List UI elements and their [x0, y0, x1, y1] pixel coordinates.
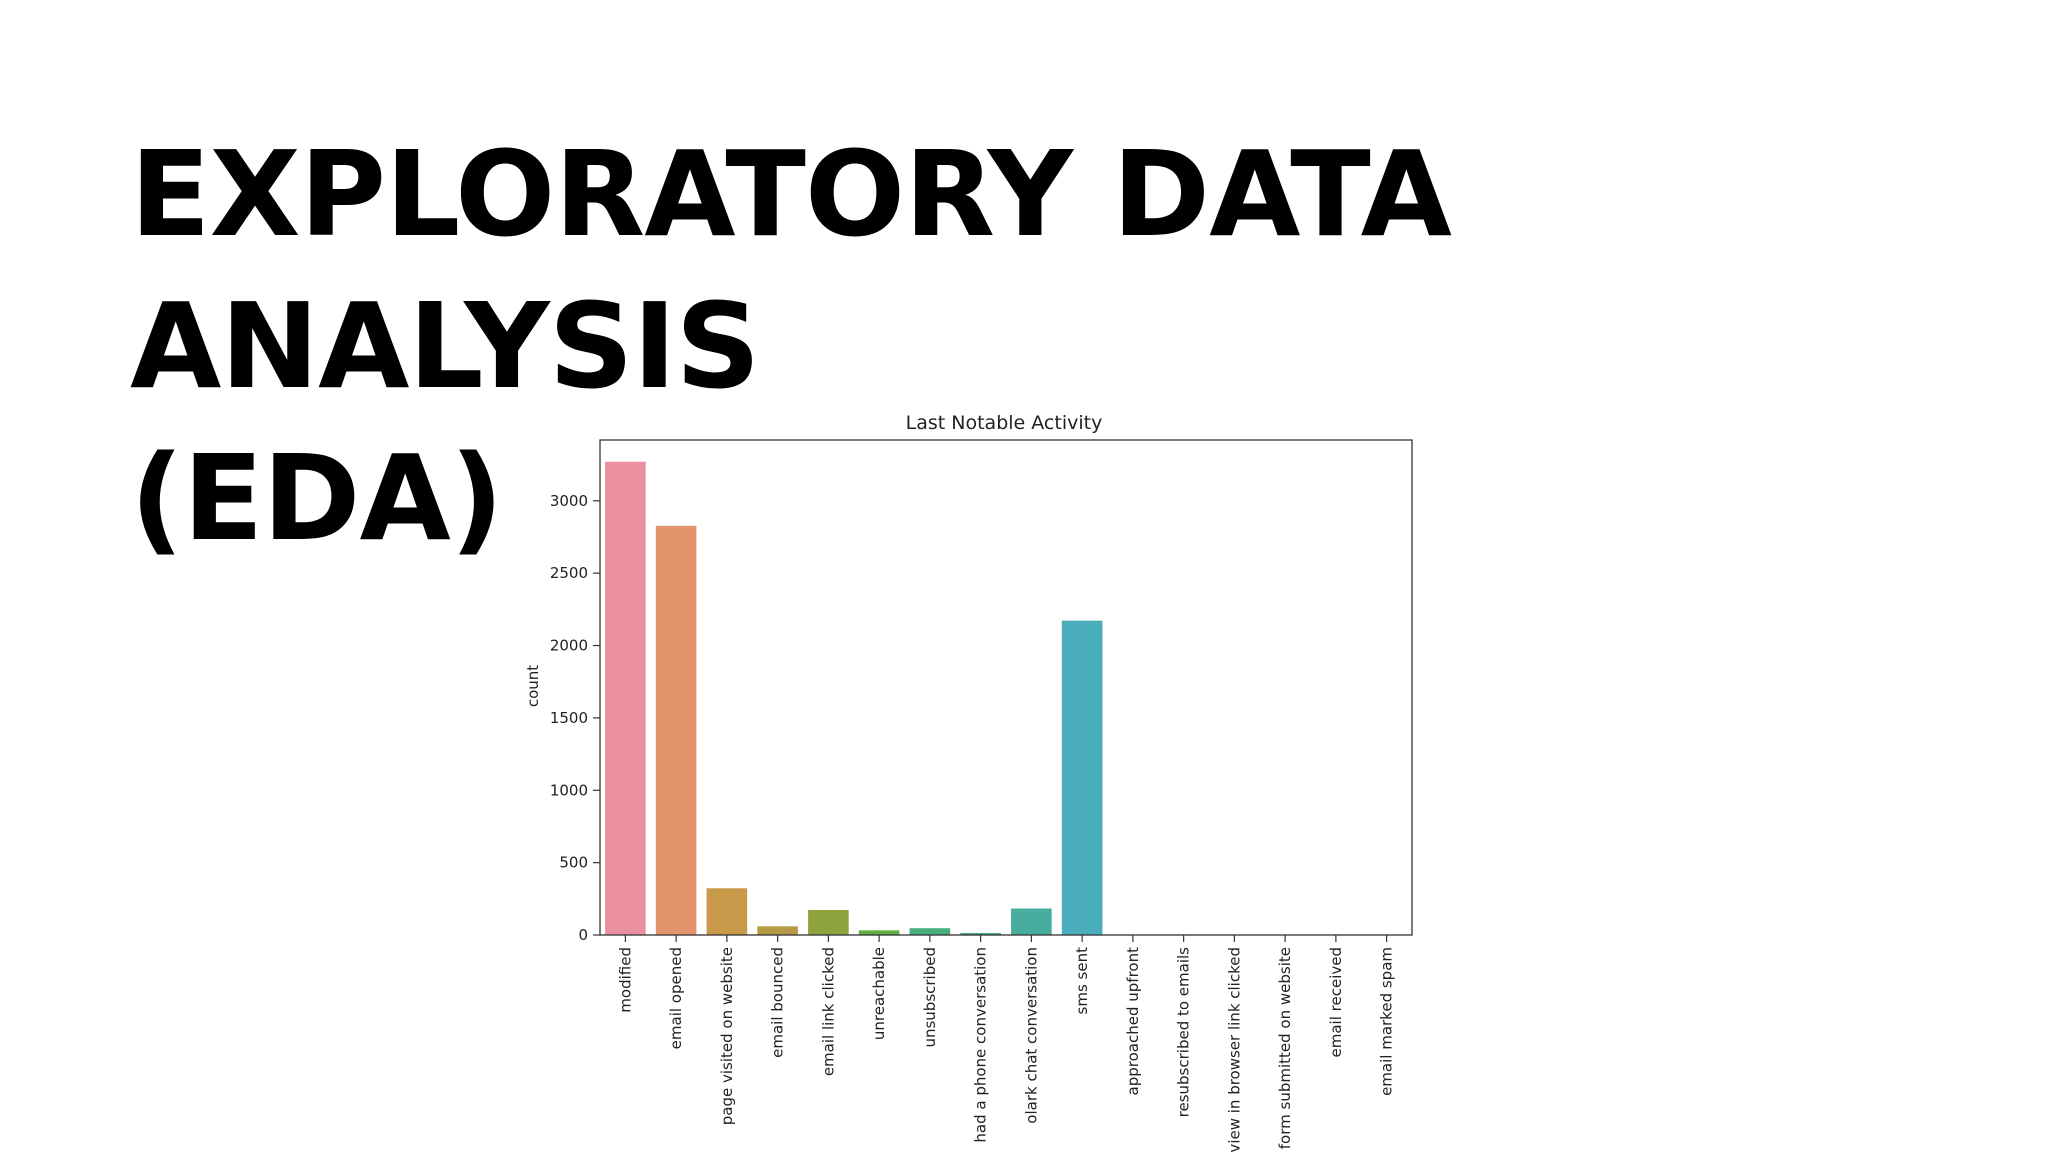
y-tick-label: 3000 [550, 492, 588, 510]
x-tick-label: modified [616, 947, 634, 1013]
y-tick-label: 1500 [550, 709, 588, 727]
x-tick-label: unreachable [870, 947, 888, 1040]
bar-email-opened [656, 526, 697, 935]
x-tick-label: email link clicked [819, 947, 837, 1076]
x-tick-label: form submitted on website [1276, 947, 1294, 1149]
x-tick-label: email received [1327, 947, 1345, 1057]
bar-email-link-clicked [808, 910, 849, 935]
y-tick-label: 0 [578, 926, 588, 944]
x-tick-label: unsubscribed [921, 947, 939, 1048]
y-tick-label: 2500 [550, 564, 588, 582]
bar-unreachable [859, 930, 900, 935]
x-tick-label: email bounced [769, 947, 787, 1058]
bars-group [605, 462, 1407, 935]
x-tick-label: email marked spam [1378, 947, 1396, 1096]
chart-title: Last Notable Activity [906, 412, 1103, 434]
x-axis-ticks: modified email opened page visited on webs… [616, 935, 1395, 1152]
y-tick-label: 2000 [550, 637, 588, 655]
bar-email-bounced [757, 926, 798, 935]
x-tick-label: approached upfront [1124, 947, 1142, 1096]
y-tick-label: 500 [559, 854, 588, 872]
y-axis-ticks: 0 500 1000 1500 2000 2500 3000 [550, 492, 600, 944]
bar-sms-sent [1062, 621, 1103, 935]
bar-page-visited-on-website [707, 888, 748, 935]
y-axis-label: count [524, 665, 542, 707]
x-tick-label: olark chat conversation [1022, 947, 1040, 1124]
bar-unsubscribed [910, 928, 951, 935]
x-tick-label: page visited on website [718, 947, 736, 1125]
y-tick-label: 1000 [550, 781, 588, 799]
x-tick-label: view in browser link clicked [1225, 947, 1243, 1152]
x-tick-label: resubscribed to emails [1175, 947, 1193, 1118]
bar-olark-chat-conversation [1011, 909, 1052, 935]
x-tick-label: sms sent [1073, 947, 1091, 1015]
x-tick-label: had a phone conversation [972, 947, 990, 1143]
plot-area-frame [600, 440, 1412, 935]
x-tick-label: email opened [667, 947, 685, 1049]
bar-modified [605, 462, 646, 935]
